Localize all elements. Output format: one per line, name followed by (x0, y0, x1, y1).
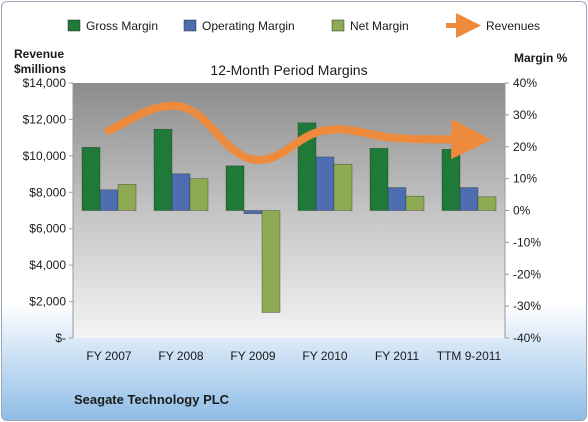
right-tick-label: -10% (513, 235, 541, 249)
bar-net-margin (405, 195, 425, 211)
legend-swatch-net-margin (331, 19, 345, 32)
legend-label-operating-margin: Operating Margin (202, 19, 295, 33)
right-tick-label: -40% (513, 331, 541, 345)
revenue-series (105, 101, 492, 164)
right-tick-label: 0% (513, 204, 531, 218)
left-axis-title-line1: Revenue (14, 47, 64, 61)
right-tick-label: -30% (513, 299, 541, 313)
bar-net-margin (477, 196, 497, 211)
bar-operating-margin (171, 173, 191, 211)
bar-operating-margin (243, 210, 263, 214)
x-tick-label: FY 2007 (86, 349, 131, 363)
right-tick-label: 20% (513, 140, 537, 154)
x-axis-ticks: FY 2007 FY 2008 FY 2009 FY 2010 FY 2011 TTM 9… (86, 349, 501, 363)
x-tick-label: FY 2008 (158, 349, 203, 363)
bar-gross-margin (153, 128, 173, 211)
left-tick-label: $10,000 (23, 149, 67, 163)
bar-gross-margin (225, 165, 245, 211)
revenue-line (105, 101, 492, 164)
bar-operating-margin (387, 187, 407, 211)
left-axis-ticks: $14,000 $12,000 $10,000 $8,000 $6,000 $4,000 $… (23, 76, 73, 345)
legend-swatch-operating-margin (183, 19, 197, 32)
right-tick-label: 10% (513, 172, 537, 186)
chart-title: 12-Month Period Margins (210, 62, 367, 78)
right-axis-title: Margin % (514, 51, 568, 65)
bar-operating-margin (315, 156, 335, 211)
bar-gross-margin (441, 149, 461, 211)
bar-operating-margin (99, 189, 119, 211)
right-tick-label: 30% (513, 108, 537, 122)
left-axis-title-line2: $millions (14, 62, 66, 76)
legend-swatch-gross-margin (67, 19, 81, 32)
x-tick-label: FY 2010 (302, 349, 347, 363)
left-tick-label: $- (55, 331, 66, 345)
bar-gross-margin (81, 147, 101, 211)
left-tick-label: $4,000 (29, 258, 66, 272)
bar-net-margin (261, 210, 281, 313)
bar-net-margin (117, 184, 137, 211)
left-tick-label: $6,000 (29, 222, 66, 236)
right-tick-label: -20% (513, 267, 541, 281)
x-tick-label: FY 2011 (375, 349, 420, 363)
legend: Gross Margin Operating Margin Net Margin… (67, 13, 540, 38)
left-tick-label: $12,000 (23, 112, 67, 126)
legend-label-net-margin: Net Margin (350, 19, 409, 33)
bar-net-margin (189, 178, 209, 211)
left-tick-label: $8,000 (29, 185, 66, 199)
company-name: Seagate Technology PLC (74, 392, 230, 407)
bar-gross-margin (369, 148, 389, 211)
right-axis-ticks: 40% 30% 20% 10% 0% -10% -20% -30% -40% (505, 76, 541, 345)
bars (81, 122, 497, 313)
left-tick-label: $2,000 (29, 295, 66, 309)
right-tick-label: 40% (513, 76, 537, 90)
plot-area (73, 83, 505, 338)
left-tick-label: $14,000 (23, 76, 67, 90)
legend-label-revenues: Revenues (486, 19, 540, 33)
x-tick-label: FY 2009 (230, 349, 275, 363)
bar-net-margin (333, 163, 353, 211)
bar-operating-margin (459, 187, 479, 211)
legend-label-gross-margin: Gross Margin (86, 19, 158, 33)
x-tick-label: TTM 9-2011 (437, 349, 502, 363)
